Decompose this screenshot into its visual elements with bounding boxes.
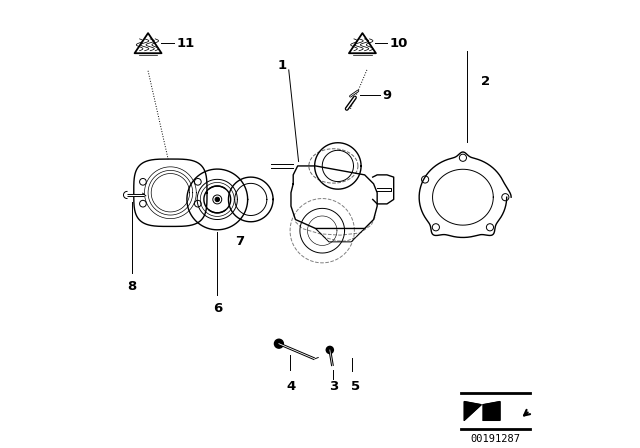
Text: 00191287: 00191287 xyxy=(470,435,520,444)
Circle shape xyxy=(213,195,221,204)
Text: 4: 4 xyxy=(286,380,296,393)
Text: 8: 8 xyxy=(127,280,136,293)
Text: 3: 3 xyxy=(329,380,338,393)
Circle shape xyxy=(275,339,284,348)
Text: 7: 7 xyxy=(235,235,244,248)
Text: 11: 11 xyxy=(176,37,195,50)
Text: 1: 1 xyxy=(278,59,287,72)
Text: 10: 10 xyxy=(390,37,408,50)
Polygon shape xyxy=(134,33,161,53)
Text: 6: 6 xyxy=(212,302,222,315)
Text: 2: 2 xyxy=(481,74,490,88)
Polygon shape xyxy=(483,401,500,420)
Circle shape xyxy=(326,346,333,353)
Polygon shape xyxy=(349,33,376,53)
Polygon shape xyxy=(464,401,481,420)
Circle shape xyxy=(215,197,220,202)
Text: 9: 9 xyxy=(383,89,392,102)
Text: 5: 5 xyxy=(351,380,360,393)
